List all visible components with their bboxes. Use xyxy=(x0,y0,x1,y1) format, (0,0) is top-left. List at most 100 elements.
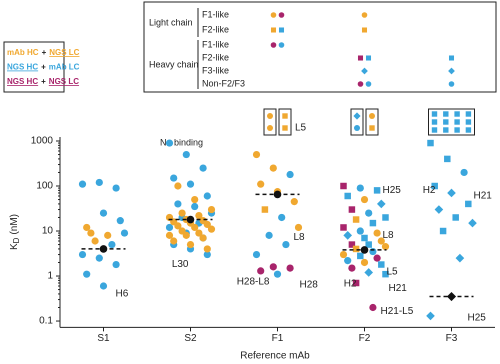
no-binding-point xyxy=(431,119,438,125)
data-point xyxy=(340,224,347,231)
key-symbol xyxy=(357,55,364,61)
no-binding-box xyxy=(350,108,364,136)
data-point xyxy=(116,217,124,225)
data-point xyxy=(340,182,347,190)
legend-part: + xyxy=(42,48,47,57)
data-point xyxy=(186,240,195,249)
no-binding-box xyxy=(278,108,292,136)
data-point xyxy=(95,178,103,187)
data-point xyxy=(186,180,195,188)
legend-box xyxy=(3,41,65,93)
median-point xyxy=(99,245,108,253)
data-point xyxy=(170,237,178,245)
data-point xyxy=(120,229,129,237)
data-point xyxy=(199,234,207,242)
no-binding-point xyxy=(465,111,472,117)
annotation: H25 xyxy=(383,185,402,196)
data-point xyxy=(382,214,389,221)
x-tick-label: S2 xyxy=(184,333,197,344)
x-axis-title: Reference mAb xyxy=(240,351,310,362)
data-point xyxy=(286,170,294,179)
no-binding-point xyxy=(443,111,449,117)
key-symbol xyxy=(270,12,277,18)
data-point xyxy=(444,155,451,163)
data-point xyxy=(170,174,178,182)
data-point xyxy=(78,180,87,188)
y-tick-label: 0.1 xyxy=(39,316,53,327)
annotation: L30 xyxy=(172,259,189,270)
x-tick-label: S1 xyxy=(97,333,110,344)
legend-part: NGS HC xyxy=(7,63,38,72)
key-symbol xyxy=(448,67,455,75)
annotation: H2 xyxy=(344,279,357,290)
data-point xyxy=(191,195,199,204)
median-point xyxy=(186,215,195,224)
data-point xyxy=(376,199,386,209)
annotation: H28-L8 xyxy=(237,277,270,288)
data-point xyxy=(195,229,203,237)
data-point xyxy=(203,250,211,259)
data-point xyxy=(373,187,381,194)
key-symbol xyxy=(357,81,364,87)
key-row-label: F1-like xyxy=(202,9,229,19)
data-point xyxy=(344,192,351,200)
no-binding-point xyxy=(369,125,375,131)
legend-entry: mAb HC + NGS LC xyxy=(7,48,80,57)
legend-part: + xyxy=(41,63,46,72)
data-point xyxy=(191,223,199,232)
data-point xyxy=(203,220,211,229)
data-point xyxy=(112,184,120,192)
legend-part: NGS LC xyxy=(49,77,79,86)
key-box xyxy=(143,1,497,93)
data-point xyxy=(426,311,435,321)
data-point xyxy=(290,198,298,206)
data-point xyxy=(191,202,199,211)
data-point xyxy=(360,195,369,204)
data-point xyxy=(104,231,112,239)
key-row-label: F1-like xyxy=(202,39,229,49)
legend-entry: NGS HC + NGS LC xyxy=(7,77,79,86)
key-symbol xyxy=(361,12,368,18)
data-point xyxy=(78,250,87,259)
data-point xyxy=(165,223,174,232)
data-point xyxy=(273,270,282,278)
y-title-unit: (nM) xyxy=(9,214,20,235)
y-tick-label: 1000 xyxy=(31,136,54,147)
data-point xyxy=(282,240,290,249)
data-point xyxy=(182,150,190,159)
key-row-label: F3-like xyxy=(202,65,229,75)
annotation: L8 xyxy=(294,232,306,243)
data-point xyxy=(344,257,352,265)
data-point xyxy=(369,303,377,312)
key-symbol xyxy=(278,42,285,48)
no-binding-box xyxy=(365,108,379,136)
median-point xyxy=(360,246,369,254)
y-tick-label: 1 xyxy=(47,271,53,282)
key-symbol xyxy=(270,27,277,33)
key-row-label: Non-F2/F3 xyxy=(202,78,245,88)
no-binding-point xyxy=(443,119,449,125)
key-symbol xyxy=(278,27,285,33)
data-point xyxy=(352,279,360,287)
annotation: H21-L5 xyxy=(381,306,414,317)
y-axis-title: KD (nM) xyxy=(9,214,21,250)
data-point xyxy=(356,227,364,235)
data-point xyxy=(83,270,91,278)
y-tick-label: 100 xyxy=(36,181,53,192)
data-point xyxy=(95,254,103,262)
data-point xyxy=(348,264,356,272)
no-binding-point xyxy=(354,125,360,131)
data-point xyxy=(108,240,116,249)
data-point xyxy=(369,219,377,227)
key-row-label: F2-like xyxy=(202,24,229,34)
annotation: L8 xyxy=(383,230,395,241)
data-point xyxy=(99,209,108,217)
data-point xyxy=(352,245,360,253)
data-point xyxy=(207,225,216,233)
data-point xyxy=(352,216,360,223)
key-row-label: F2-like xyxy=(202,52,229,62)
key-symbol xyxy=(270,42,277,48)
data-point xyxy=(378,261,385,268)
no-binding-point xyxy=(369,113,375,119)
data-point xyxy=(343,231,353,240)
